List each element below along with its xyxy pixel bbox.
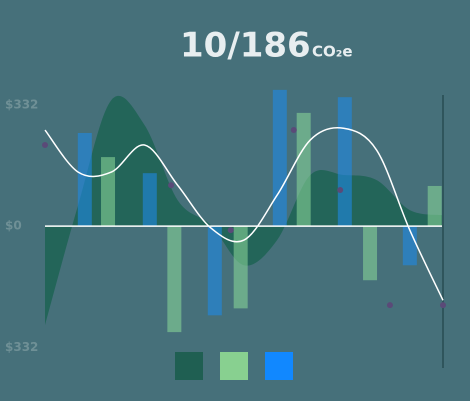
legend-swatch (220, 352, 248, 380)
bar (233, 226, 248, 309)
bar (272, 89, 287, 227)
chart-title: 10/186 (180, 26, 311, 66)
bar (427, 185, 442, 227)
bar (337, 97, 352, 227)
bar (142, 173, 157, 227)
dot (290, 127, 297, 134)
legend-swatch (175, 352, 203, 380)
unit: CO₂e (312, 43, 353, 61)
bar (167, 226, 182, 333)
area (45, 95, 443, 326)
dot (168, 182, 175, 189)
bar (207, 226, 222, 316)
legend-swatch (265, 352, 293, 380)
y-tick-label: $332 (5, 340, 38, 354)
bar (101, 157, 116, 227)
dot (440, 302, 446, 309)
bar (402, 226, 417, 266)
bar (363, 226, 378, 281)
y-tick-label: $332 (5, 97, 38, 111)
dot (227, 227, 234, 234)
dot (337, 186, 344, 193)
y-tick-label: $0 (5, 219, 22, 233)
bar (77, 132, 92, 227)
bar (296, 112, 311, 227)
dot (386, 302, 393, 309)
dot (42, 142, 48, 149)
line (44, 127, 444, 301)
